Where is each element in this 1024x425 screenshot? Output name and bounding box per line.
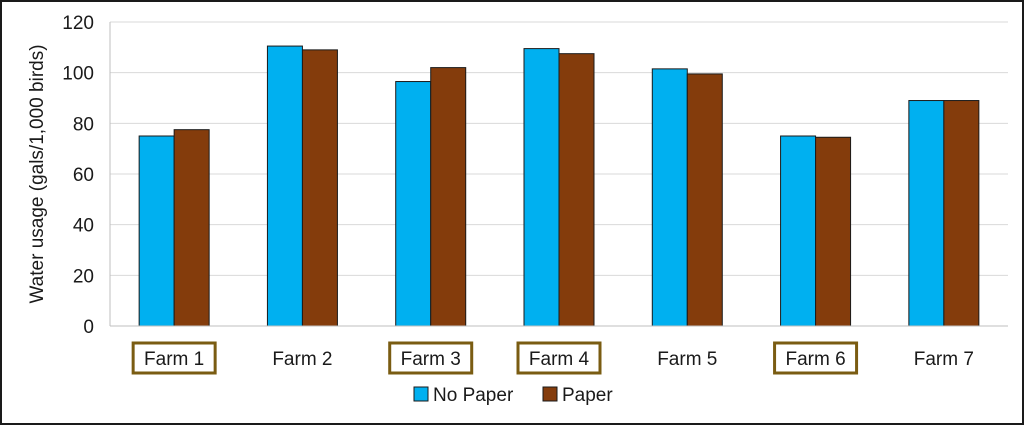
bar-no-paper-farm-2: [266, 45, 303, 327]
y-tick-label: 60: [73, 165, 94, 186]
bar-paper-farm-1: [173, 129, 210, 327]
y-tick-label: 40: [73, 216, 94, 237]
y-tick-label: 80: [73, 114, 94, 135]
category-highlight-box: [388, 341, 474, 375]
y-tick-label: 100: [62, 64, 94, 85]
y-axis-label: Water usage (gals/1,000 birds): [27, 44, 48, 303]
legend-swatch-no-paper: [413, 386, 429, 402]
axes: [109, 22, 1008, 327]
bar-no-paper-farm-5: [651, 68, 688, 327]
bar-paper-farm-3: [430, 67, 467, 327]
category-highlight-box: [131, 341, 217, 375]
x-category-label: Farm 6: [785, 349, 845, 370]
bar-no-paper-farm-7: [908, 100, 945, 327]
legend: No Paper Paper: [413, 385, 613, 406]
bar-paper-farm-4: [558, 53, 595, 327]
x-category-label: Farm 3: [401, 349, 461, 370]
bar-paper-farm-7: [943, 100, 980, 327]
legend-label-no-paper: No Paper: [433, 385, 514, 406]
x-category-label: Farm 4: [529, 349, 590, 370]
x-category-label: Farm 5: [657, 349, 717, 370]
legend-swatch-paper: [542, 386, 558, 402]
bar-paper-farm-5: [686, 73, 723, 327]
bar-no-paper-farm-3: [395, 81, 432, 327]
x-category-label: Farm 2: [272, 349, 332, 370]
x-category-label: Farm 1: [144, 349, 204, 370]
bar-no-paper-farm-6: [780, 135, 817, 327]
x-category-labels: Farm 1 Farm 2 Farm 3 Farm 4 Farm 5 Farm 6 Farm…: [131, 341, 974, 375]
bar-paper-farm-6: [815, 136, 852, 327]
bar-paper-farm-2: [301, 49, 338, 327]
category-highlight-box: [516, 341, 602, 375]
y-tick-label: 120: [62, 13, 94, 34]
y-tick-labels: 0 20 40 60 80 100 120: [62, 13, 94, 338]
legend-label-paper: Paper: [562, 385, 613, 406]
y-tick-label: 0: [83, 317, 94, 338]
bar-no-paper-farm-1: [138, 135, 175, 327]
category-highlight-box: [773, 341, 859, 375]
bars: [138, 45, 980, 327]
y-tick-label: 20: [73, 266, 94, 287]
bar-no-paper-farm-4: [523, 48, 560, 327]
x-category-label: Farm 7: [914, 349, 974, 370]
